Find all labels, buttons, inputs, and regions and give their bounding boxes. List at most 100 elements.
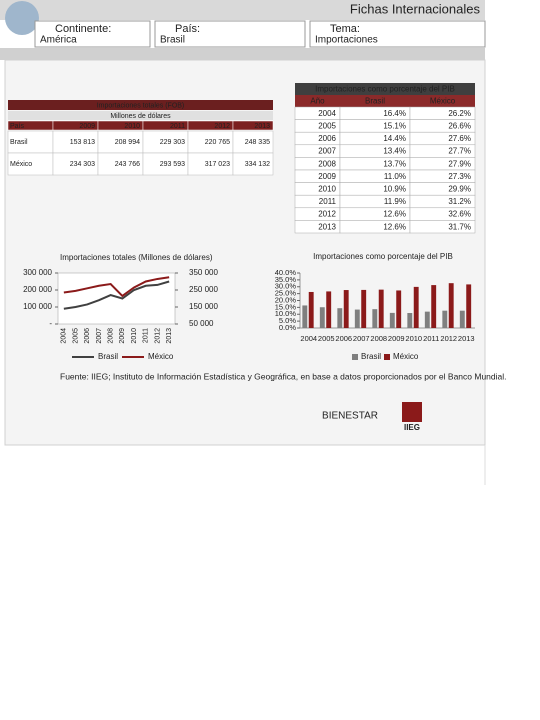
bar xyxy=(424,311,430,328)
bar xyxy=(442,310,448,328)
y-tick-label: 10.0% xyxy=(275,309,297,318)
table-cell-text: 317 023 xyxy=(205,161,230,168)
bar xyxy=(466,284,472,328)
table-cell-text: 27.6% xyxy=(448,134,471,143)
header-cell xyxy=(295,95,340,107)
header-box xyxy=(154,20,306,48)
header-cell-text: 2010 xyxy=(124,123,140,130)
bar xyxy=(459,310,465,328)
y-tick-label: 200 000 xyxy=(23,285,52,294)
table-cell-text: 2011 xyxy=(319,197,337,206)
y-tick-label: 40.0% xyxy=(275,268,297,277)
sub-band xyxy=(0,48,485,60)
x-tick-label: 2004 xyxy=(61,328,68,344)
y2-tick-label: 150 000 xyxy=(189,302,218,311)
table-cell-text: 31.2% xyxy=(448,197,471,206)
legend-swatch xyxy=(384,354,390,360)
legend-label: México xyxy=(148,352,174,361)
y-tick-label: 30.0% xyxy=(275,282,297,291)
table-cell-text: 2008 xyxy=(318,159,336,168)
table-cell-text: 2013 xyxy=(318,222,336,231)
table-cell xyxy=(232,152,274,176)
globe-icon xyxy=(5,1,39,35)
bar xyxy=(372,309,378,328)
y2-tick-label: 350 000 xyxy=(189,268,218,277)
x-tick-label: 2009 xyxy=(388,334,405,343)
y-tick-label: - xyxy=(49,319,52,328)
header-value: Brasil xyxy=(160,35,185,46)
header-cell-text: 2009 xyxy=(79,123,95,130)
table-cell-text: 2005 xyxy=(318,122,336,131)
table-cell-text: 29.9% xyxy=(448,185,471,194)
legend-label: México xyxy=(393,352,419,361)
logo-text: IIEG xyxy=(404,423,420,432)
table-cell-text: 293 593 xyxy=(160,161,185,168)
table-cell-text: 12.6% xyxy=(383,210,406,219)
source-note: Fuente: IIEG; Instituto de Información E… xyxy=(60,371,507,381)
table-cell-text: 27.7% xyxy=(448,147,471,156)
header-cell-text: Brasil xyxy=(365,97,385,106)
header-cell-text: País xyxy=(10,123,25,130)
y-tick-label: 300 000 xyxy=(23,268,52,277)
x-tick-label: 2007 xyxy=(96,328,103,344)
table-cell-text: 31.7% xyxy=(448,222,471,231)
x-tick-label: 2012 xyxy=(154,328,161,344)
y-tick-label: 20.0% xyxy=(275,295,297,304)
table-cell-text: 208 994 xyxy=(115,139,140,146)
bar xyxy=(337,308,343,328)
y-tick-label: 15.0% xyxy=(275,302,297,311)
table-cell-text: 2004 xyxy=(318,109,336,118)
legend-label: Brasil xyxy=(98,352,118,361)
x-tick-label: 2007 xyxy=(353,334,370,343)
header-cell xyxy=(232,120,274,131)
table-cell-text: 27.9% xyxy=(448,159,471,168)
table-cell-text: 2009 xyxy=(318,172,336,181)
table-title-bar xyxy=(295,83,475,95)
bar xyxy=(431,285,437,328)
bar xyxy=(448,283,454,328)
table-cell-text: 334 132 xyxy=(245,161,270,168)
table-cell-text: 153 813 xyxy=(70,139,95,146)
header-cell-text: 2012 xyxy=(214,123,230,130)
table-cell-text: 27.3% xyxy=(448,172,471,181)
table-title-bar xyxy=(8,100,273,110)
table-cell-text: 26.2% xyxy=(448,109,471,118)
table-cell-text: 2006 xyxy=(318,134,336,143)
header-box xyxy=(309,20,486,48)
table-cell-text: 10.9% xyxy=(383,185,406,194)
y-tick-label: 25.0% xyxy=(275,289,297,298)
bar xyxy=(361,289,367,328)
bar xyxy=(407,313,413,328)
bar xyxy=(319,307,325,328)
title-band xyxy=(0,0,485,20)
header-cell-text: Año xyxy=(310,97,325,106)
table-cell-text: 220 765 xyxy=(205,139,230,146)
y2-tick-label: 250 000 xyxy=(189,285,218,294)
line-series xyxy=(63,280,170,310)
table-cell-text: 248 335 xyxy=(245,139,270,146)
table-cell-text: 243 766 xyxy=(115,161,140,168)
x-tick-label: 2011 xyxy=(423,334,439,343)
x-tick-label: 2010 xyxy=(131,328,138,344)
table-cell-text: Brasil xyxy=(10,139,28,146)
table-title: Importaciones totales (FOB) xyxy=(97,102,185,109)
header-title: Fichas Internacionales xyxy=(350,1,481,16)
x-tick-label: 2013 xyxy=(458,334,475,343)
line-series xyxy=(63,276,170,298)
x-tick-label: 2011 xyxy=(143,328,150,343)
y-tick-label: 35.0% xyxy=(275,275,297,284)
x-tick-label: 2009 xyxy=(119,328,126,344)
table-cell-text: 229 303 xyxy=(160,139,185,146)
table-cell-text: 12.6% xyxy=(383,222,406,231)
table-cell-text: 234 303 xyxy=(70,161,95,168)
y-tick-label: 0.0% xyxy=(279,323,296,332)
bar xyxy=(389,312,395,328)
header-label: Tema: xyxy=(330,23,360,35)
header-value: Importaciones xyxy=(315,35,378,46)
table-subtitle-bar xyxy=(8,111,273,120)
table-cell-text: México xyxy=(10,161,32,168)
table-cell-text: 2010 xyxy=(318,185,336,194)
table-cell-text: 32.6% xyxy=(448,210,471,219)
table-cell-text: 13.4% xyxy=(383,147,406,156)
header-cell xyxy=(340,95,410,107)
